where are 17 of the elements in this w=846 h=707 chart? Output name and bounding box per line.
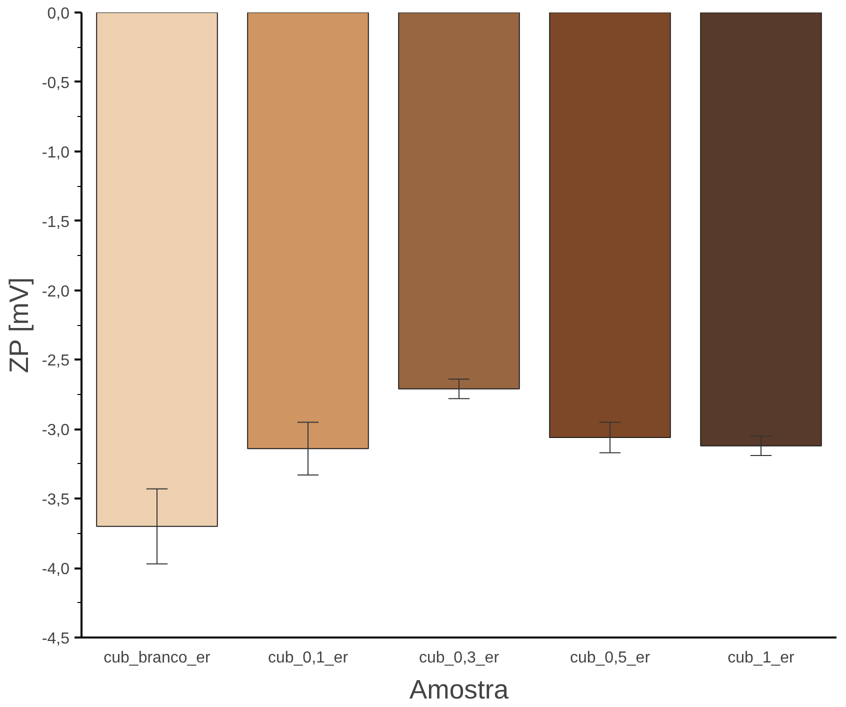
y-axis-title: ZP [mV]	[4, 277, 34, 374]
y-tick-label: -1,0	[42, 144, 70, 162]
y-tick-label: -1,5	[42, 214, 70, 231]
x-tick-label: cub_0,1_er	[268, 650, 349, 666]
y-tick-label: -3,0	[42, 422, 70, 440]
x-tick-label: cub_1_er	[728, 650, 796, 666]
x-tick-label: cub_branco_er	[104, 650, 212, 666]
y-tick-label: -4,5	[42, 630, 70, 648]
x-tick-label: cub_0,5_er	[570, 650, 651, 666]
y-tick-label: -3,5	[42, 492, 70, 509]
y-tick-label: -4,0	[42, 561, 70, 578]
x-axis-title: Amostra	[409, 674, 509, 704]
y-tick-label: -2,0	[42, 283, 70, 300]
y-tick-label: -2,5	[42, 352, 70, 370]
y-tick-label: -0,5	[42, 74, 70, 92]
x-tick-label: cub_0,3_er	[418, 650, 500, 666]
y-tick-label: 0,0	[47, 6, 70, 22]
